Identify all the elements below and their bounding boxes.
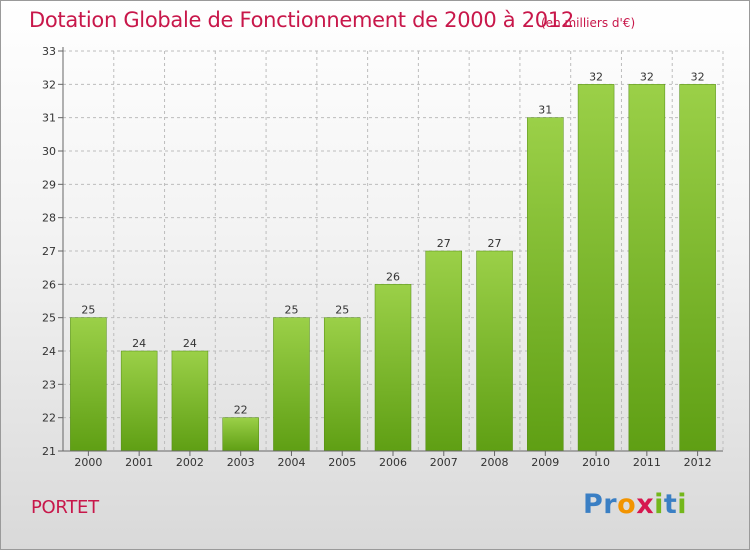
y-tick-label: 21 [42,445,56,458]
x-tick-label-2009: 2009 [531,456,559,469]
data-label-2012: 32 [691,70,705,83]
logo-letter: i [654,489,664,520]
y-tick-label: 26 [42,278,56,291]
bar-2009 [527,117,564,452]
x-tick-label-2001: 2001 [125,456,153,469]
bar-2000 [70,317,107,452]
x-tick-label-2003: 2003 [227,456,255,469]
bar-2006 [374,284,412,452]
logo-letter: i [677,489,688,520]
data-label-2007: 27 [437,237,451,250]
x-tick-label-2007: 2007 [430,456,458,469]
data-label-2006: 26 [386,270,400,283]
y-tick-label: 23 [42,378,56,391]
bar-2005 [323,317,361,452]
commune-name: PORTET [31,497,99,518]
y-tick-label: 33 [42,45,56,58]
data-label-2003: 22 [234,404,248,417]
x-tick-label-2011: 2011 [633,456,661,469]
chart-title: Dotation Globale de Fonctionnement de 20… [29,8,574,32]
data-label-2002: 24 [183,337,197,350]
chart-subtitle: (en milliers d'€) [541,16,636,30]
x-tick-label-2012: 2012 [684,456,712,469]
x-tick-label-2004: 2004 [277,456,305,469]
x-tick-label-2005: 2005 [328,456,356,469]
data-label-2009: 31 [538,104,552,117]
y-tick-label: 29 [42,178,56,191]
x-tick-label-2008: 2008 [481,456,509,469]
logo-letter: o [617,489,637,520]
data-label-2001: 24 [132,337,146,350]
y-tick-label: 31 [42,112,56,125]
data-label-2010: 32 [589,70,603,83]
y-tick-label: 22 [42,412,56,425]
y-tick-label: 32 [42,78,56,91]
x-tick-label-2006: 2006 [379,456,407,469]
data-label-2008: 27 [488,237,502,250]
bar-2008 [476,250,513,452]
bar-2004 [273,317,310,452]
data-label-2004: 25 [284,304,298,317]
y-tick-label: 25 [42,312,56,325]
bar-2010 [577,84,615,452]
bar-2007 [425,250,463,452]
bar-2011 [628,84,666,452]
x-tick-label-2010: 2010 [582,456,610,469]
y-tick-label: 30 [42,145,56,158]
bar-2003 [222,417,259,452]
y-tick-label: 28 [42,212,56,225]
bar-2012 [679,84,716,452]
x-tick-label-2000: 2000 [74,456,102,469]
data-label-2000: 25 [81,304,95,317]
proxiti-logo: Proxiti [583,489,687,520]
y-tick-label: 24 [42,345,56,358]
logo-letter: P [583,489,604,520]
bar-2001 [120,350,158,452]
bar-2002 [171,350,209,452]
logo-letter: r [603,489,618,520]
data-label-2011: 32 [640,70,654,83]
y-tick-label: 27 [42,245,56,258]
logo-letter: t [663,489,678,520]
x-tick-label-2002: 2002 [176,456,204,469]
logo-letter: x [636,489,655,520]
data-label-2005: 25 [335,304,349,317]
